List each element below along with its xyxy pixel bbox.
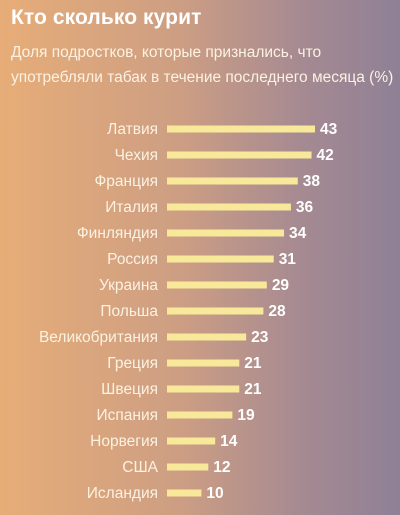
- bar: [167, 359, 240, 367]
- bar: [167, 151, 312, 159]
- value-label: 28: [268, 303, 286, 320]
- value-label: 23: [251, 329, 269, 346]
- value-label: 19: [237, 407, 255, 424]
- bar: [167, 385, 240, 393]
- bar: [167, 463, 209, 471]
- bar: [167, 125, 315, 133]
- value-label: 34: [289, 225, 307, 242]
- country-label: Латвия: [107, 121, 158, 138]
- country-label: Франция: [94, 173, 158, 190]
- bar: [167, 437, 216, 445]
- country-label: Испания: [96, 407, 158, 424]
- bar: [167, 489, 202, 497]
- bar: [167, 177, 298, 185]
- value-label: 31: [279, 251, 297, 268]
- country-label: США: [122, 459, 158, 476]
- value-label: 38: [303, 173, 321, 190]
- country-label: Греция: [107, 355, 158, 372]
- country-label: Исландия: [87, 485, 158, 502]
- value-label: 14: [220, 433, 238, 450]
- value-label: 43: [320, 121, 338, 138]
- bar: [167, 411, 233, 419]
- country-label: Италия: [105, 199, 158, 216]
- value-label: 21: [244, 381, 262, 398]
- country-label: Польша: [100, 303, 158, 320]
- bar: [167, 203, 291, 211]
- value-label: 36: [296, 199, 314, 216]
- country-label: Великобритания: [39, 329, 158, 346]
- bar: [167, 281, 267, 289]
- value-label: 29: [272, 277, 290, 294]
- value-label: 42: [317, 147, 334, 164]
- country-label: Финляндия: [77, 225, 158, 242]
- value-label: 12: [213, 459, 230, 476]
- bar: [167, 255, 274, 263]
- country-label: Швеция: [101, 381, 158, 398]
- country-label: Норвегия: [90, 433, 158, 450]
- country-label: Украина: [99, 277, 158, 294]
- value-label: 21: [244, 355, 262, 372]
- bar: [167, 229, 285, 237]
- bar: [167, 333, 247, 341]
- country-label: Чехия: [115, 147, 158, 164]
- country-label: Россия: [107, 251, 158, 268]
- chart-subtitle: Доля подростков, которые признались, что…: [11, 44, 394, 86]
- value-label: 10: [206, 485, 223, 502]
- chart-title: Кто сколько курит: [11, 6, 202, 29]
- bar: [167, 307, 264, 315]
